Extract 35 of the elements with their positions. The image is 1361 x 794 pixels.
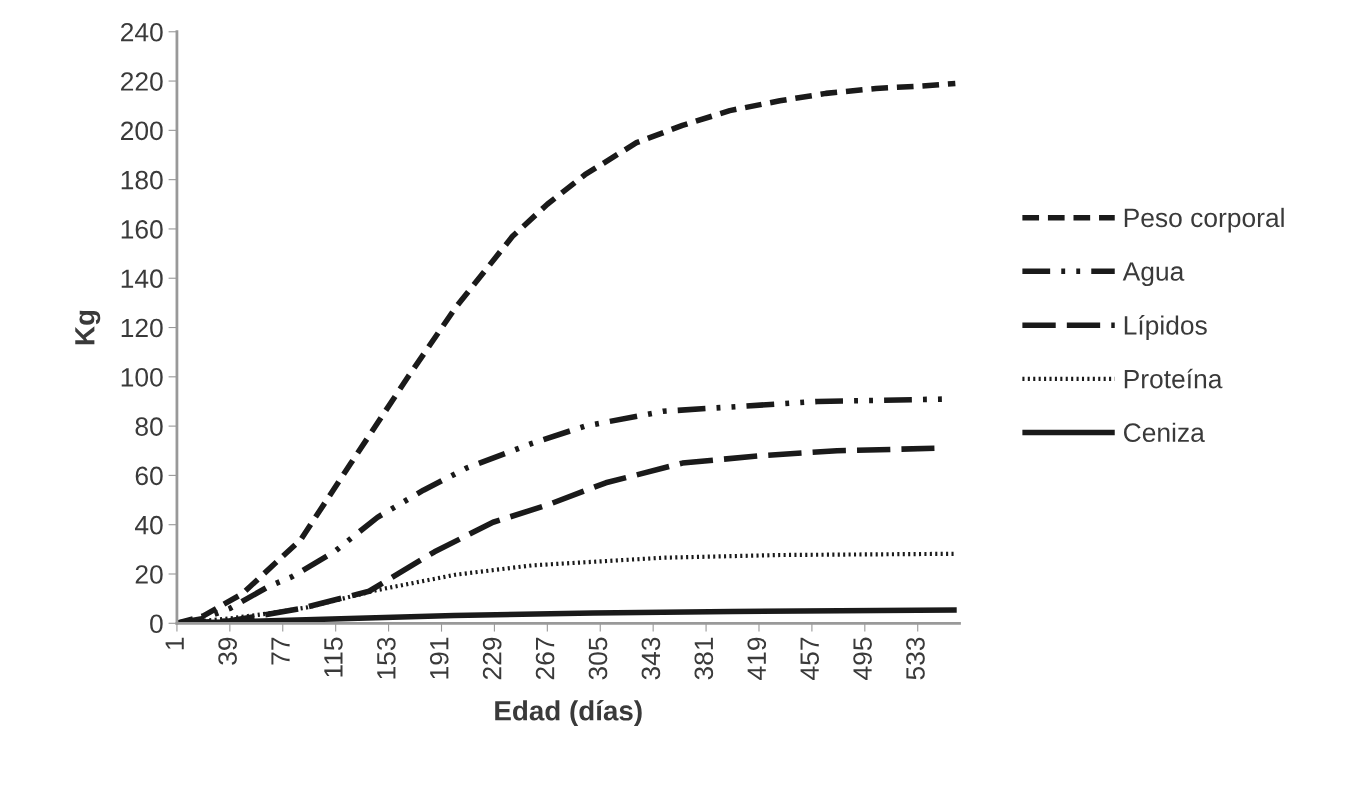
- x-tick-label: 495: [853, 637, 872, 680]
- y-tick-label: 40: [134, 515, 163, 535]
- legend-label: Lípidos: [1124, 315, 1207, 340]
- x-tick-label: 191: [429, 637, 449, 679]
- legend-label: Agua: [1122, 262, 1185, 287]
- legend-label: Proteína: [1124, 368, 1223, 389]
- x-tick-label: 77: [271, 637, 290, 665]
- y-tick-label: 180: [121, 170, 163, 190]
- x-tick-label: 457: [800, 637, 819, 680]
- y-tick-label: 60: [135, 466, 163, 486]
- x-tick-label: 229: [482, 637, 502, 680]
- y-tick-label: 120: [121, 318, 163, 338]
- y-tick-label: 80: [135, 417, 163, 436]
- x-tick-label: 153: [376, 637, 396, 679]
- y-axis-title: Kg: [75, 310, 101, 345]
- y-tick-label: 100: [121, 367, 163, 387]
- x-tick-label: 533: [906, 637, 925, 680]
- y-tick-label: 140: [121, 269, 163, 289]
- x-tick-label: 343: [641, 637, 661, 680]
- x-tick-label: 115: [324, 637, 343, 677]
- legend-label: Peso corporal: [1124, 207, 1284, 233]
- y-tick-label: 240: [121, 22, 163, 42]
- y-tick-label: 160: [121, 220, 163, 239]
- x-tick-label: 419: [747, 637, 767, 680]
- x-tick-label: 39: [218, 637, 237, 665]
- y-tick-label: 220: [121, 72, 163, 91]
- x-tick-label: 267: [535, 637, 555, 680]
- y-tick-label: 20: [135, 565, 163, 584]
- x-tick-label: 381: [694, 637, 714, 680]
- x-tick-label: 305: [588, 637, 608, 680]
- y-tick-label: 200: [121, 121, 163, 141]
- x-tick-label: 1: [165, 637, 184, 650]
- legend-label: Ceniza: [1124, 422, 1205, 443]
- y-tick-label: 0: [150, 614, 163, 634]
- x-axis-title: Edad (días): [495, 699, 642, 727]
